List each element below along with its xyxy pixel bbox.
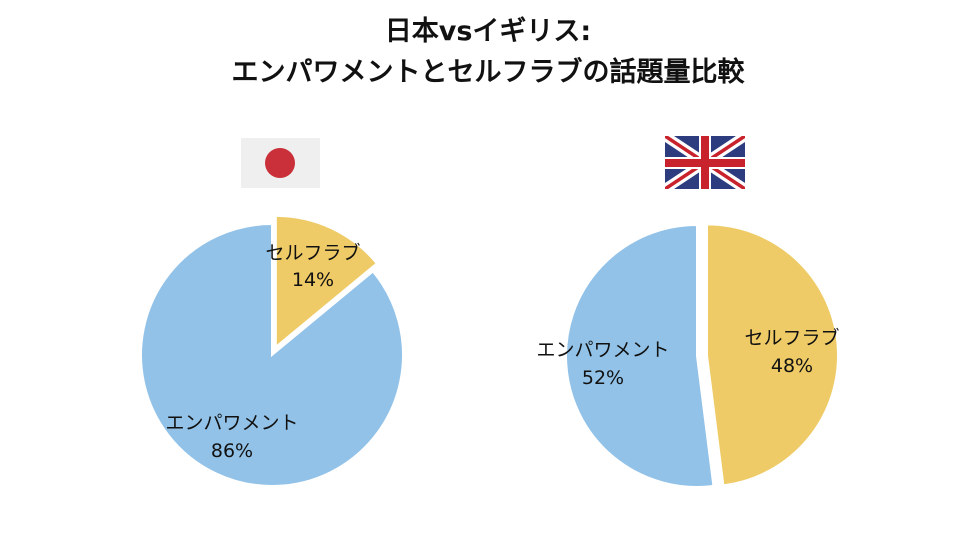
slice-label-japan-empowerment: エンパワメント bbox=[165, 412, 298, 434]
pie-slice-japan-selflove bbox=[274, 214, 379, 349]
uk-flag bbox=[665, 136, 745, 189]
slice-label-uk-empowerment: エンパワメント bbox=[536, 339, 669, 361]
chart-title-line-1: 日本vsイギリス: bbox=[384, 16, 592, 47]
slice-value-uk-selflove: 48% bbox=[771, 355, 813, 377]
uk-flag-cross-red bbox=[665, 159, 745, 167]
japan-flag bbox=[241, 138, 320, 188]
pie-slice-uk-empowerment bbox=[565, 223, 715, 488]
slice-label-japan-selflove: セルフラブ bbox=[265, 241, 360, 264]
japan-flag-disc bbox=[265, 148, 295, 178]
slice-value-japan-empowerment: 86% bbox=[211, 440, 253, 462]
pie-slice-japan-empowerment bbox=[140, 222, 404, 487]
slice-label-uk-selflove: セルフラブ bbox=[744, 326, 839, 349]
slice-value-uk-empowerment: 52% bbox=[582, 367, 624, 389]
chart-title-line-2: エンパワメントとセルフラブの話題量比較 bbox=[231, 57, 745, 88]
slice-value-japan-selflove: 14% bbox=[292, 269, 334, 291]
pie-slice-uk-selflove bbox=[705, 223, 839, 487]
